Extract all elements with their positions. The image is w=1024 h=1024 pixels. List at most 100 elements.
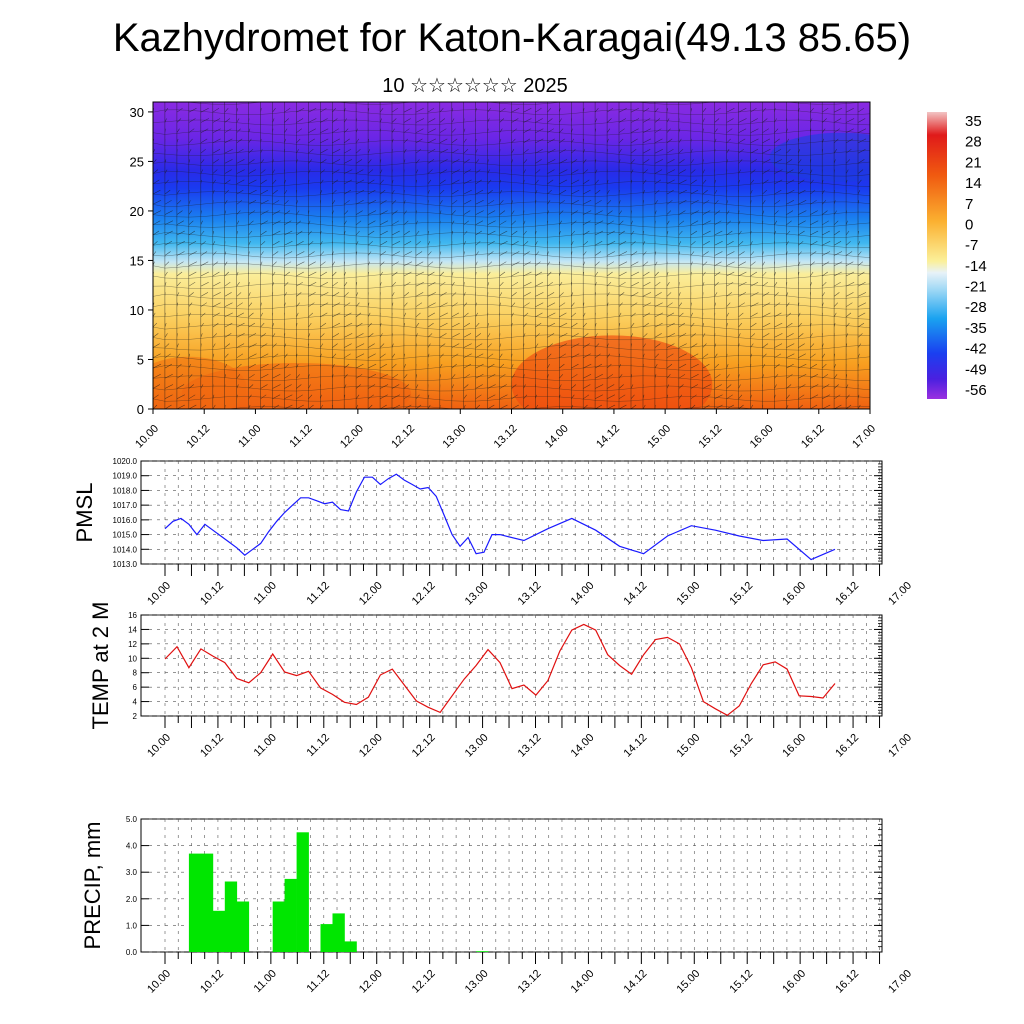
x-tick-label: 15.12 bbox=[727, 968, 755, 996]
x-tick-label: 16.12 bbox=[833, 968, 861, 996]
y-axis-label: TEMP at 2 M bbox=[88, 602, 113, 730]
wind-barb-column bbox=[786, 102, 795, 409]
wind-barb-column bbox=[762, 102, 771, 409]
contour-line bbox=[153, 365, 870, 371]
precip-bar bbox=[296, 832, 309, 952]
wind-barb-column bbox=[260, 102, 269, 409]
colorbar: 35 28 21 14 7 0 -7 -14 -21 -28 -35 -42 -49 -56 bbox=[927, 112, 987, 399]
colorbar-label: -21 bbox=[965, 279, 987, 296]
x-tick-label: 16.00 bbox=[780, 968, 808, 996]
colorbar-label: 14 bbox=[965, 175, 982, 192]
wind-barbs bbox=[153, 102, 870, 409]
contour-line bbox=[153, 201, 870, 208]
precip-bar bbox=[188, 853, 202, 952]
wind-barb-column bbox=[320, 102, 329, 409]
heatmap-x-tick-label: 13.12 bbox=[492, 423, 520, 451]
colorbar-label: -42 bbox=[965, 341, 987, 358]
precip-bar bbox=[272, 901, 285, 952]
x-tick-label: 13.00 bbox=[463, 968, 491, 996]
heatmap-x-tick-label: 11.00 bbox=[236, 423, 263, 450]
x-tick-label: 12.00 bbox=[357, 968, 385, 996]
pmsl-series-line bbox=[164, 473, 836, 561]
x-tick-label: 16.00 bbox=[780, 580, 808, 608]
y-tick-label: 6 bbox=[133, 683, 138, 692]
y-tick-label: 4.0 bbox=[126, 842, 138, 851]
panel-frame bbox=[140, 818, 883, 953]
y-tick-label: 4 bbox=[133, 698, 138, 707]
y-tick-label: 1018.0 bbox=[113, 486, 138, 495]
colorbar-label: -7 bbox=[965, 237, 978, 254]
wind-barb-column bbox=[571, 102, 580, 409]
heatmap-x-tick-label: 17.00 bbox=[850, 423, 878, 451]
x-tick-label: 11.00 bbox=[252, 968, 279, 995]
x-tick-label: 15.00 bbox=[674, 968, 702, 996]
heatmap-x-tick-label: 12.12 bbox=[389, 423, 417, 451]
wind-barb-column bbox=[594, 102, 604, 409]
x-tick-label: 14.00 bbox=[569, 968, 597, 996]
x-tick-label: 11.00 bbox=[252, 732, 279, 759]
heatmap-x-tick-label: 10.00 bbox=[133, 423, 161, 451]
x-tick-label: 15.12 bbox=[727, 732, 755, 760]
contour-line bbox=[153, 242, 870, 249]
wind-barb-column bbox=[499, 102, 508, 409]
wind-barb-column bbox=[714, 102, 723, 409]
wind-barb-column bbox=[415, 102, 425, 409]
heatmap-x-tick-label: 15.12 bbox=[697, 423, 725, 451]
wind-barb-column bbox=[272, 102, 281, 409]
contour-line bbox=[153, 119, 870, 126]
colorbar-label: -49 bbox=[965, 361, 987, 378]
wind-barb-column bbox=[451, 102, 460, 409]
x-tick-label: 12.12 bbox=[410, 732, 438, 760]
heatmap-x-tick-label: 16.00 bbox=[748, 423, 776, 451]
y-tick-label: 1016.0 bbox=[113, 516, 138, 525]
heatmap-x-tick-label: 12.00 bbox=[338, 423, 366, 451]
heatmap-x-tick-label: 14.00 bbox=[543, 423, 571, 451]
contour-line bbox=[153, 324, 870, 330]
wind-barb-column bbox=[511, 102, 520, 409]
contour-line bbox=[153, 129, 870, 136]
precip-bar bbox=[212, 910, 226, 952]
heatmap-x-tick-label: 16.12 bbox=[799, 423, 827, 451]
y-tick-label: 0.0 bbox=[126, 948, 138, 957]
x-tick-label: 10.12 bbox=[198, 732, 226, 760]
colorbar-label: -35 bbox=[965, 320, 987, 337]
x-tick-label: 16.00 bbox=[780, 732, 808, 760]
precip-bar bbox=[344, 941, 357, 952]
y-tick-label: 8 bbox=[133, 669, 138, 678]
contour-line bbox=[153, 262, 870, 269]
pmsl-chart: 1013.0 1014.0 1015.0 1016.0 1017.0 1018.0 1019… bbox=[72, 457, 914, 608]
x-tick-label: 13.12 bbox=[516, 968, 544, 996]
heatmap-x-tick-label: 14.12 bbox=[594, 423, 622, 451]
cold-spot bbox=[769, 132, 870, 182]
precip-bar bbox=[224, 881, 238, 952]
y-tick-label: 1.0 bbox=[126, 921, 138, 930]
contour-line bbox=[153, 191, 870, 197]
wind-barb-column bbox=[284, 102, 293, 409]
contour-line bbox=[153, 102, 865, 105]
temperature-heatmap: 0 5 10 15 20 25 30 10.00 10.12 11.00 11.12 12.00 12.… bbox=[130, 101, 878, 451]
x-tick-label: 14.12 bbox=[622, 732, 650, 760]
contour-line bbox=[153, 303, 870, 310]
x-tick-label: 12.00 bbox=[357, 732, 385, 760]
wind-barb-column bbox=[487, 102, 496, 409]
contour-line bbox=[153, 283, 870, 289]
colorbar-label: 28 bbox=[965, 134, 982, 151]
contour-line bbox=[153, 293, 870, 300]
y-tick-label: 12 bbox=[128, 640, 137, 649]
x-tick-label: 12.00 bbox=[357, 580, 385, 608]
colorbar-label: 0 bbox=[965, 216, 973, 233]
x-tick-label: 14.12 bbox=[622, 968, 650, 996]
contour-line bbox=[153, 170, 870, 177]
x-tick-label: 13.00 bbox=[463, 580, 491, 608]
precip-bar bbox=[476, 951, 489, 952]
precip-bar bbox=[320, 924, 333, 952]
heatmap-y-tick-label: 20 bbox=[130, 204, 144, 219]
heatmap-y-tick-label: 25 bbox=[130, 154, 144, 169]
heatmap-x-tick-label: 11.12 bbox=[287, 423, 314, 450]
contour-line bbox=[153, 232, 870, 238]
colorbar-label: 21 bbox=[965, 154, 982, 171]
x-tick-label: 12.12 bbox=[410, 968, 438, 996]
x-tick-label: 11.12 bbox=[305, 580, 332, 607]
y-tick-label: 10 bbox=[128, 654, 137, 663]
